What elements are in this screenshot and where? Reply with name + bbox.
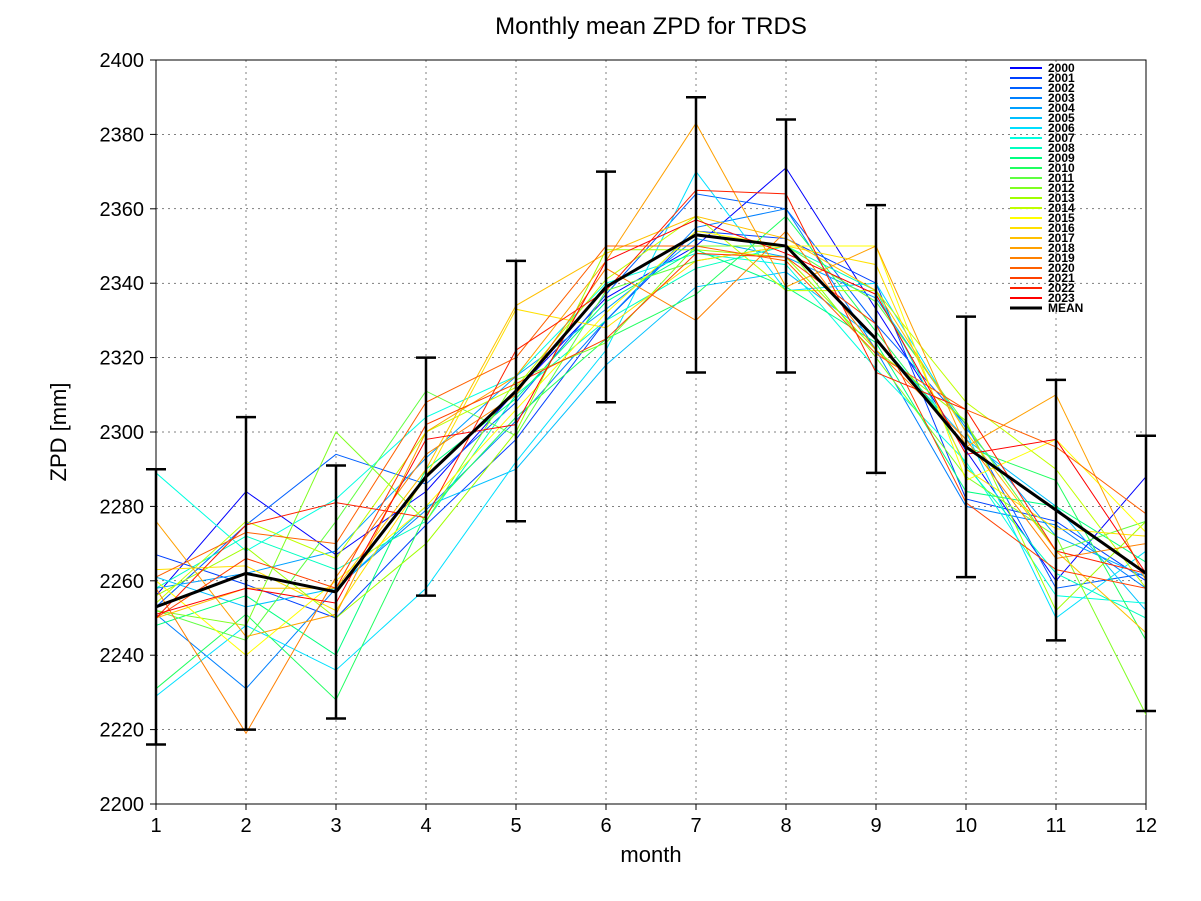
- y-tick-label: 2280: [100, 496, 145, 518]
- y-tick-label: 2400: [100, 50, 145, 72]
- legend: 2000200120022003200420052006200720082009…: [1010, 61, 1083, 315]
- series-line: [156, 194, 1146, 607]
- x-tick-label: 8: [780, 815, 791, 837]
- x-tick-label: 1: [150, 815, 161, 837]
- grid: [156, 60, 1146, 804]
- y-ticks: 2200 2220 2240 2260 2280 2300 2320 2340 2360 2380…: [100, 50, 157, 816]
- y-tick-label: 2320: [100, 348, 145, 370]
- y-tick-label: 2200: [100, 794, 145, 816]
- mean-line: [156, 235, 1146, 607]
- series-line: [156, 172, 1146, 697]
- series-line: [156, 239, 1146, 589]
- series-line: [156, 123, 1146, 636]
- series-lines: [156, 123, 1146, 733]
- y-tick-label: 2220: [100, 720, 145, 742]
- series-line: [156, 220, 1146, 614]
- x-tick-label: 7: [690, 815, 701, 837]
- x-tick-label: 3: [330, 815, 341, 837]
- series-line: [156, 246, 1146, 640]
- y-tick-label: 2360: [100, 199, 145, 221]
- series-line: [156, 231, 1146, 618]
- y-tick-label: 2340: [100, 273, 145, 295]
- x-tick-label: 10: [955, 815, 977, 837]
- series-line: [156, 168, 1146, 596]
- chart-container: 1234567891011122200222022402260228023002…: [0, 0, 1201, 901]
- x-tick-label: 6: [600, 815, 611, 837]
- y-tick-label: 2240: [100, 645, 145, 667]
- x-tick-label: 9: [870, 815, 881, 837]
- x-axis-label: month: [620, 842, 681, 867]
- x-tick-label: 5: [510, 815, 521, 837]
- zpd-chart: 1234567891011122200222022402260228023002…: [0, 0, 1201, 901]
- series-line: [156, 190, 1146, 618]
- x-tick-label: 2: [240, 815, 251, 837]
- x-tick-label: 11: [1046, 815, 1067, 837]
- series-line: [156, 216, 1146, 700]
- series-line: [156, 216, 1146, 633]
- y-tick-label: 2300: [100, 422, 145, 444]
- x-tick-label: 4: [420, 815, 431, 837]
- mean-series: [146, 97, 1156, 744]
- x-tick-label: 12: [1135, 815, 1157, 837]
- x-ticks: 123456789101112: [150, 804, 1157, 837]
- y-tick-label: 2260: [100, 571, 145, 593]
- series-line: [156, 272, 1146, 611]
- y-axis-label: ZPD [mm]: [46, 383, 71, 482]
- chart-title: Monthly mean ZPD for TRDS: [495, 13, 807, 40]
- legend-label: MEAN: [1048, 301, 1083, 315]
- y-tick-label: 2380: [100, 124, 145, 146]
